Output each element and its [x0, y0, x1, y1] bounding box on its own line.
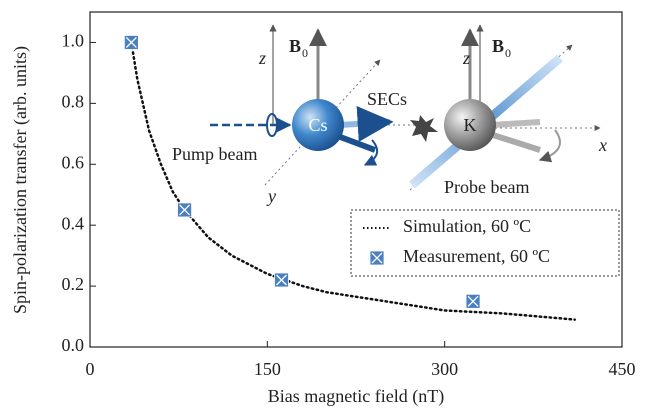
inset-label: 0 [302, 46, 308, 60]
x-tick-label: 450 [609, 359, 636, 379]
inset-label: SECs [367, 89, 407, 109]
y-tick-label: 0.6 [62, 152, 85, 172]
y-axis-label: Spin-polarization transfer (arb. units) [10, 46, 31, 314]
inset-label: K [464, 115, 477, 135]
y-tick-label: 0.0 [62, 335, 85, 355]
legend-label: Measurement, 60 ºC [403, 246, 550, 266]
marker [369, 250, 385, 266]
marker [465, 293, 481, 309]
marker-cross [467, 295, 479, 307]
inset-label: Cs [308, 115, 327, 135]
inset-label: z [258, 48, 266, 68]
inset-label: x [598, 135, 607, 155]
legend-label: Simulation, 60 ºC [403, 216, 531, 236]
y-tick-label: 1.0 [62, 31, 85, 51]
marker-cross [179, 204, 191, 216]
inset-label: z [462, 48, 470, 68]
marker [177, 202, 192, 218]
x-tick-label: 0 [86, 359, 95, 379]
marker [274, 272, 289, 288]
marker-cross [276, 274, 287, 286]
inset-label: y [266, 186, 276, 206]
y-tick-label: 0.8 [62, 91, 85, 111]
marker-cross [125, 36, 137, 48]
plot-frame [89, 11, 623, 348]
simulation-line [130, 41, 576, 321]
x-axis-label: Bias magnetic field (nT) [268, 386, 444, 407]
marker [123, 35, 139, 50]
x-tick-label: 300 [431, 359, 458, 379]
marker-cross [371, 252, 383, 264]
y-tick-label: 0.4 [62, 213, 85, 233]
y-tick-label: 0.2 [62, 274, 85, 294]
x-tick-label: 150 [254, 359, 281, 379]
inset-label: Probe beam [444, 177, 529, 197]
inset-label: Pump beam [172, 144, 258, 164]
legend-box [350, 209, 620, 277]
inset-label: B [289, 36, 301, 56]
inset-label: B [492, 36, 504, 56]
inset-label: 0 [505, 46, 511, 60]
inset-diagram [210, 24, 601, 191]
